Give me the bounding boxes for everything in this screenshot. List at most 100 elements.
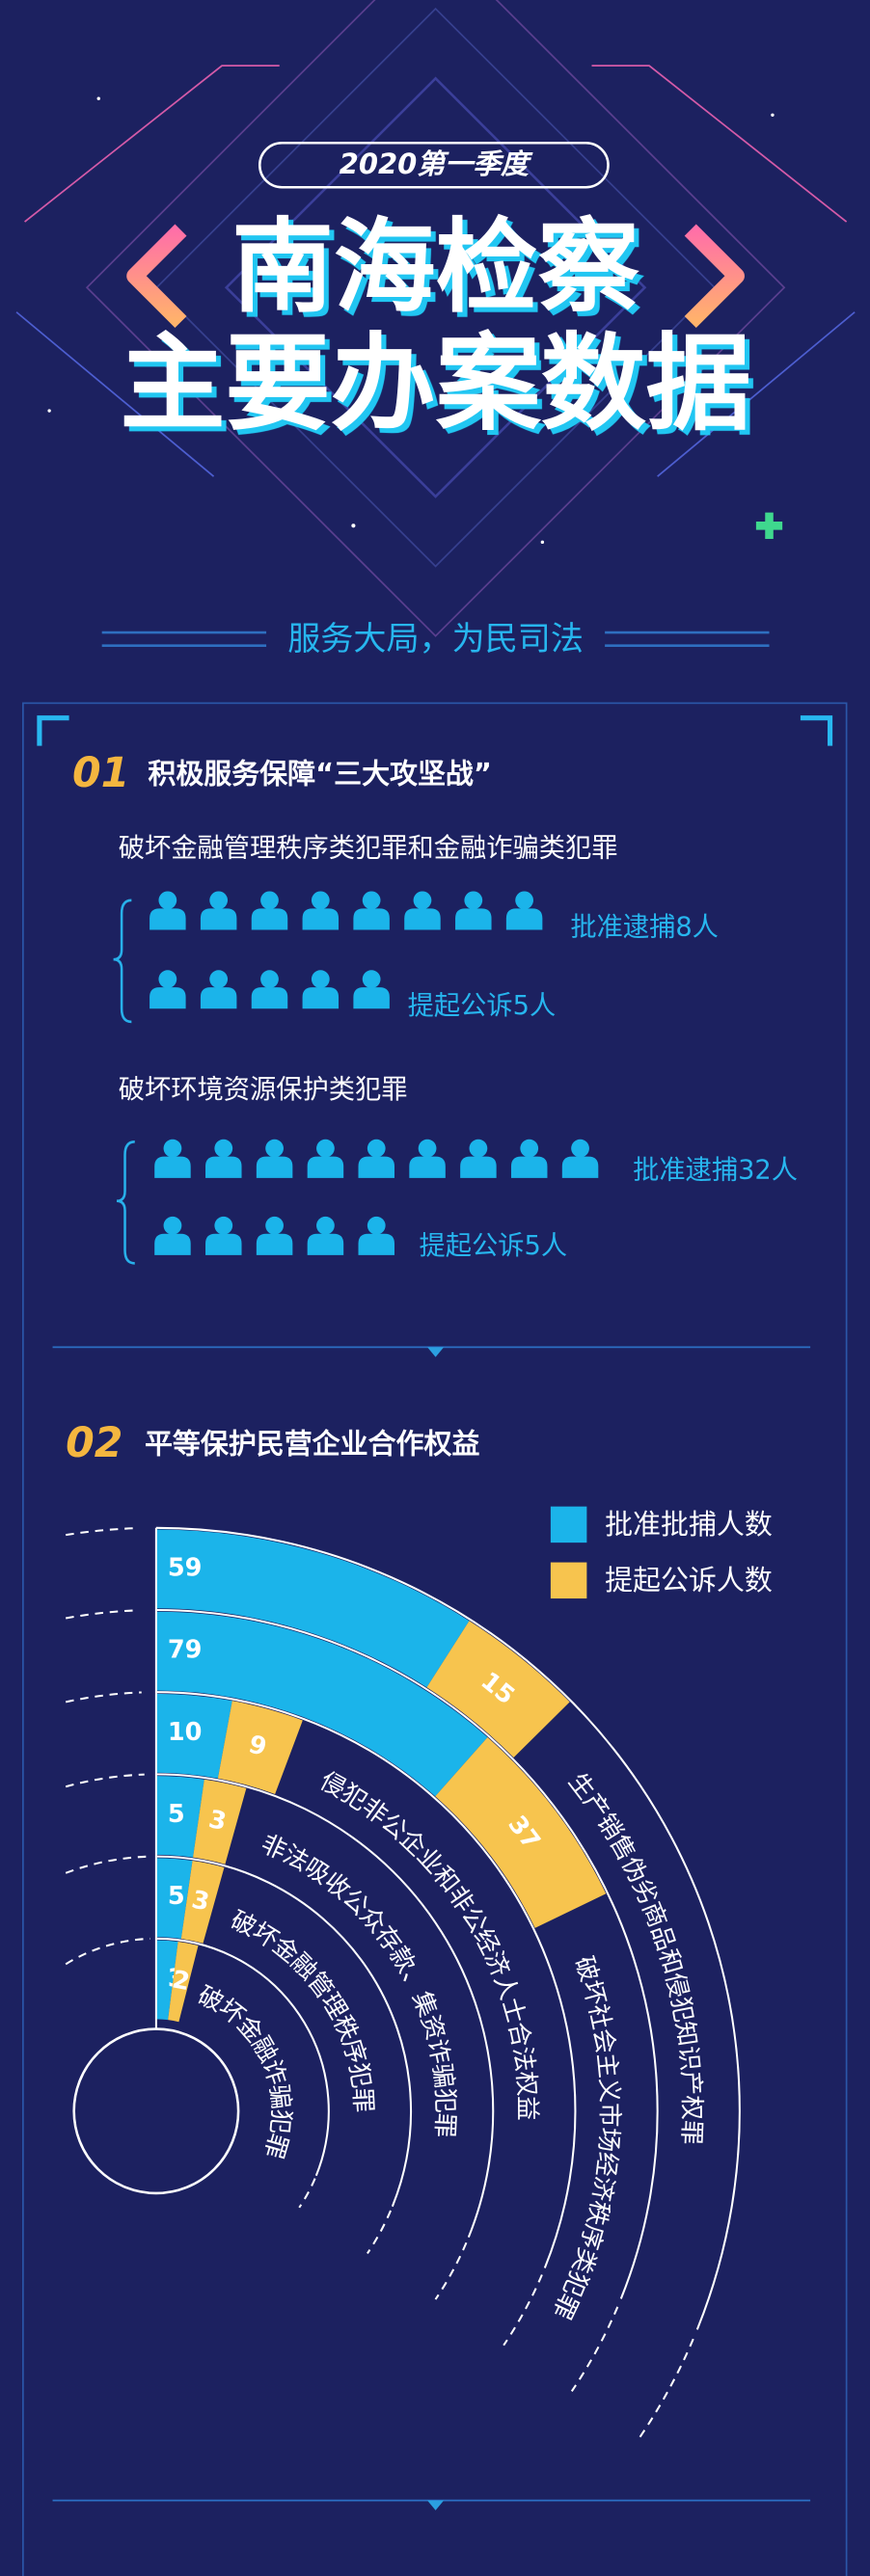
value-label: 3 — [189, 1886, 212, 1918]
radial-segment — [168, 1941, 199, 2023]
person-icon-body — [358, 1156, 394, 1178]
person-icon-body — [505, 908, 543, 930]
value-label: 3 — [206, 1805, 230, 1837]
person-icon-head — [311, 891, 330, 910]
person-icon-head — [362, 891, 381, 910]
person-icon-head — [515, 891, 533, 910]
person-icon-body — [353, 987, 390, 1009]
person-icon-head — [469, 1139, 488, 1158]
person-icon-body — [302, 987, 340, 1009]
person-icon-body — [358, 1233, 394, 1255]
ring-line — [155, 1855, 413, 2208]
badge: 2020第一季度 — [340, 148, 533, 180]
legend-label: 提起公诉人数 — [605, 1564, 773, 1597]
radial-segment — [435, 1737, 607, 1928]
person-icon-head — [311, 970, 330, 989]
radial-segment — [155, 1776, 204, 1858]
person-icon-head — [214, 1216, 233, 1235]
person-icon-head — [316, 1216, 335, 1235]
person-icon-body — [154, 1156, 191, 1178]
person-icon-body — [150, 908, 186, 930]
person-icon-body — [251, 908, 288, 930]
ring-dash — [65, 1773, 145, 1788]
person-icon-head — [163, 1139, 182, 1158]
center-circle — [72, 2027, 240, 2195]
person-icon-head — [163, 1216, 182, 1235]
value-label: 79 — [168, 1636, 203, 1665]
person-icon-body — [251, 987, 288, 1009]
value-label: 5 — [168, 1882, 185, 1911]
person-icon-head — [158, 891, 177, 910]
radial-segment — [193, 1779, 247, 1865]
radial-segment — [426, 1621, 570, 1758]
count-label: 提起公诉5人 — [420, 1231, 568, 1261]
person-icon-head — [260, 891, 279, 910]
ring-dash — [65, 1937, 150, 1966]
ring-line — [155, 1691, 577, 2268]
legend-swatch — [550, 1562, 587, 1599]
radial-segment — [155, 1940, 178, 2021]
ring-dash — [298, 2178, 316, 2209]
title-line1: 南海检察 — [231, 207, 639, 326]
person-icon-head — [418, 1139, 437, 1158]
value-label: 59 — [168, 1553, 203, 1582]
person-icon-head — [362, 970, 381, 989]
title-line2: 主要办案数据 — [120, 322, 750, 444]
person-icon-body — [200, 987, 237, 1009]
person-icon-head — [265, 1216, 284, 1235]
legend-swatch — [550, 1506, 587, 1543]
ring-dash — [639, 2338, 694, 2438]
value-label: 5 — [168, 1800, 185, 1829]
person-icon-body — [256, 1233, 293, 1255]
person-icon-head — [316, 1139, 335, 1158]
ring-dash — [570, 2306, 619, 2392]
person-icon-body — [307, 1156, 344, 1178]
person-icon-body — [200, 908, 237, 930]
person-icon-body — [409, 1156, 446, 1178]
ring-line — [155, 1608, 659, 2299]
ring-line — [155, 1773, 495, 2238]
person-icon-body — [154, 1233, 191, 1255]
person-icon-head — [260, 970, 279, 989]
person-icon-head — [413, 891, 432, 910]
ring-dash — [503, 2274, 543, 2347]
chart-title: 平等保护民营企业合作权益 — [145, 1428, 479, 1461]
ring-dash — [65, 1855, 148, 1874]
person-icon-body — [404, 908, 441, 930]
person-icon-head — [367, 1139, 386, 1158]
header-decor — [15, 0, 856, 2576]
ring-line — [155, 1937, 330, 2177]
radial-segment — [155, 1611, 488, 1797]
person-icon-body — [205, 1233, 242, 1255]
person-icon-head — [265, 1139, 284, 1158]
radial-segment — [217, 1701, 303, 1795]
person-icon-body — [256, 1156, 293, 1178]
person-icon-body — [460, 1156, 497, 1178]
person-icon-head — [464, 891, 483, 910]
person-icon-body — [302, 908, 340, 930]
radial-segment — [155, 1693, 232, 1779]
count-label: 提起公诉5人 — [408, 991, 557, 1021]
value-label: 10 — [168, 1718, 203, 1747]
count-label: 批准逮捕32人 — [633, 1156, 798, 1186]
person-icon-head — [158, 970, 177, 989]
section-title: 积极服务保障“三大攻坚战” — [148, 757, 492, 790]
person-icon-head — [520, 1139, 539, 1158]
person-icon-head — [571, 1139, 589, 1158]
person-icon-head — [209, 970, 229, 989]
section-number: 02 — [66, 1419, 122, 1467]
ring-dash — [367, 2210, 392, 2255]
value-label: 2 — [170, 1965, 192, 1997]
group-title: 破坏环境资源保护类犯罪 — [119, 1075, 408, 1105]
person-icon-head — [214, 1139, 233, 1158]
ring-dash — [66, 1527, 136, 1537]
ring-dash — [434, 2241, 468, 2300]
ring-dash — [65, 1691, 142, 1704]
section-number: 01 — [72, 749, 129, 797]
person-icon-body — [455, 908, 492, 930]
radial-segment — [155, 1529, 470, 1688]
person-icon-body — [353, 908, 390, 930]
